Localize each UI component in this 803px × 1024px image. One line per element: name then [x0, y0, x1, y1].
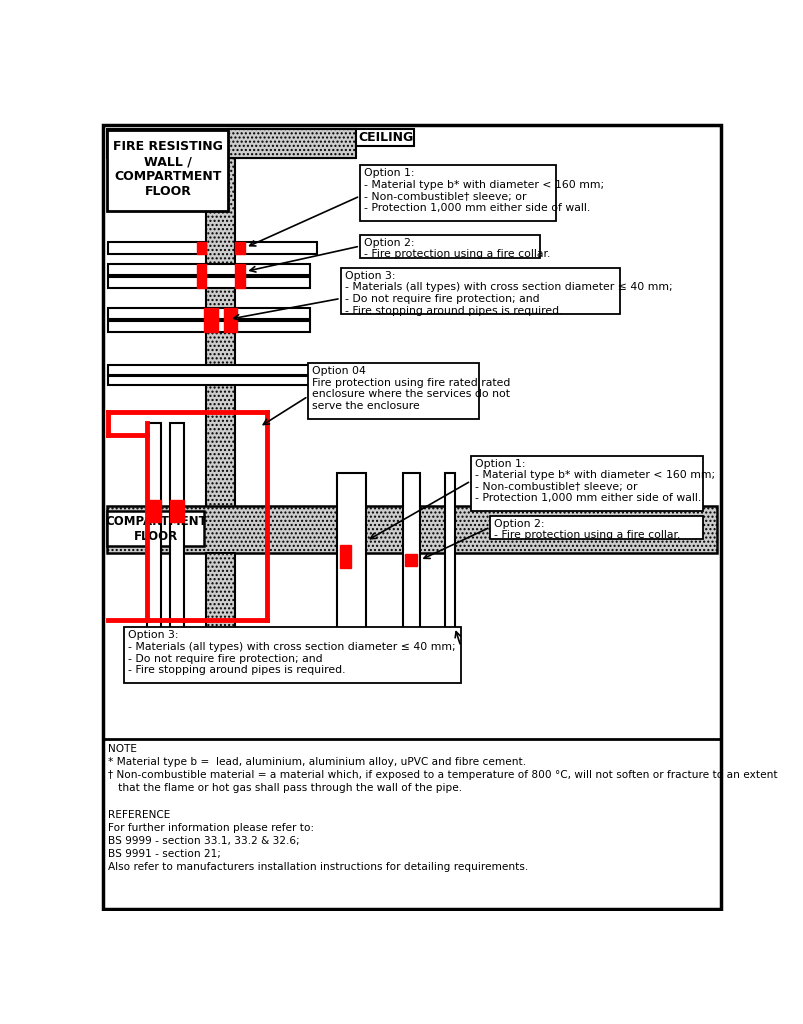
Bar [340, 267, 619, 313]
Text: COMPARTMENT
FLOOR: COMPARTMENT FLOOR [105, 515, 207, 543]
Bar [147, 500, 161, 522]
Bar [223, 307, 237, 333]
Bar [107, 506, 716, 553]
Bar [360, 165, 556, 220]
Bar [197, 243, 206, 254]
Bar [170, 500, 184, 522]
Bar [308, 364, 478, 419]
Bar [197, 264, 206, 289]
Bar [108, 130, 227, 211]
Bar [107, 129, 354, 159]
Text: Option 2:
- Fire protection using a fire collar.: Option 2: - Fire protection using a fire… [364, 238, 550, 259]
Text: Option 2:
- Fire protection using a fire collar.: Option 2: - Fire protection using a fire… [494, 519, 679, 541]
Text: NOTE
* Material type b =  lead, aluminium, aluminium alloy, uPVC and fibre cemen: NOTE * Material type b = lead, aluminium… [108, 743, 777, 872]
Bar [356, 129, 414, 146]
Bar [490, 515, 703, 539]
Text: Option 3:
- Materials (all types) with cross section diameter ≤ 40 mm;
- Do not : Option 3: - Materials (all types) with c… [128, 631, 454, 675]
Text: Option 1:
- Material type b* with diameter < 160 mm;
- Non-combustible† sleeve; : Option 1: - Material type b* with diamet… [475, 459, 714, 504]
Text: Option 3:
- Materials (all types) with cross section diameter ≤ 40 mm;
- Do not : Option 3: - Materials (all types) with c… [344, 270, 671, 315]
Bar [405, 554, 417, 566]
Bar [235, 264, 244, 289]
Bar [228, 129, 356, 159]
Bar [204, 307, 218, 333]
Bar [340, 545, 350, 568]
Bar [147, 423, 161, 631]
Bar [108, 366, 317, 375]
Bar [108, 321, 309, 333]
Bar [235, 243, 316, 254]
Bar [108, 276, 309, 289]
Text: Option 1:
- Material type b* with diameter < 160 mm;
- Non-combustible† sleeve; : Option 1: - Material type b* with diamet… [364, 168, 603, 213]
Bar [471, 456, 703, 511]
Bar [170, 423, 184, 631]
Bar [235, 243, 244, 254]
Bar [108, 376, 317, 385]
Text: FIRE RESISTING
WALL /
COMPARTMENT
FLOOR: FIRE RESISTING WALL / COMPARTMENT FLOOR [113, 140, 222, 198]
Bar [445, 473, 454, 635]
Bar [402, 473, 419, 635]
Bar [108, 264, 309, 275]
Bar [336, 473, 366, 635]
Bar [108, 243, 206, 254]
Bar [206, 158, 235, 512]
Text: CEILING: CEILING [357, 131, 413, 144]
Bar [360, 234, 540, 258]
Bar [206, 553, 235, 665]
Bar [124, 628, 460, 683]
Bar [108, 511, 204, 547]
Text: Option 04
Fire protection using fire rated rated
enclosure where the services do: Option 04 Fire protection using fire rat… [312, 367, 510, 411]
Bar [108, 307, 309, 319]
